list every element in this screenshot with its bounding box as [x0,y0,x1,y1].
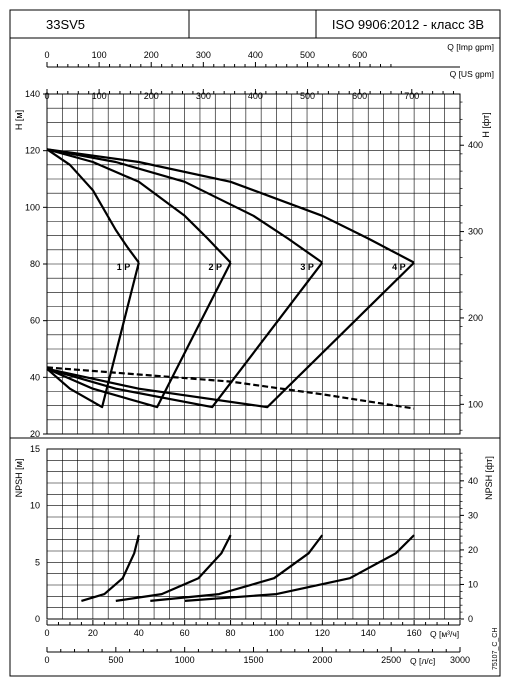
imp-tick-label: 200 [144,50,159,60]
npsh-curve [150,534,324,602]
power-curve [46,261,415,409]
us-tick-label: 200 [144,91,159,101]
head-curve [46,148,323,264]
head-ytick-label: 140 [25,89,40,99]
head-ytick-label: 20 [30,429,40,439]
head-plot: 20 40 60 80 100 120 140 100 200 300 400 1 P 2 P 3 P 4 … [25,89,483,439]
us-tick-label: 700 [404,91,419,101]
npsh-xlabel: Q [м³/ч] [430,629,459,639]
head-ytick-label: 120 [25,146,40,156]
imp-tick-label: 0 [44,50,49,60]
efficiency-curve [46,366,415,410]
m3h-tick-label: 160 [407,628,422,638]
power-curve [46,261,324,409]
npsh-ytick-label: 5 [35,557,40,567]
head-ylabel: H [м] [14,110,24,130]
ls-tick-label: 0 [44,655,49,665]
x-top-us-label: Q [US gpm] [450,69,494,79]
m3h-tick-label: 40 [134,628,144,638]
m3h-tick-label: 0 [44,628,49,638]
header: 33SV5 ISO 9906:2012 - класс 3B [9,9,501,39]
model-label: 33SV5 [46,17,85,32]
us-tick-label: 400 [248,91,263,101]
npsh-ytick-right-label: 0 [468,614,473,624]
head-ytick-label: 80 [30,259,40,269]
head-ylabel-right: H [фт] [481,112,491,137]
head-curve [46,148,232,264]
m3h-tick-label: 20 [88,628,98,638]
x-top-imp-label: Q [Imp gpm] [447,42,494,52]
ls-tick-label: 3000 [450,655,470,665]
ls-tick-label: 2500 [381,655,401,665]
npsh-plot: 0 5 10 15 0 10 20 30 40 0 20 40 60 80 100 120 140 160 0 500… [30,444,478,665]
head-ytick-right-label: 300 [468,227,483,237]
head-ytick-label: 60 [30,316,40,326]
npsh-ytick-right-label: 20 [468,545,478,555]
ls-tick-label: 1000 [175,655,195,665]
head-curve-label: 4 P [392,262,406,272]
imp-tick-label: 100 [92,50,107,60]
npsh-x2label: Q [л/с] [410,656,435,666]
npsh-ytick-right-label: 30 [468,510,478,520]
us-tick-label: 600 [352,91,367,101]
npsh-ytick-label: 15 [30,444,40,454]
head-ytick-label: 40 [30,372,40,382]
power-curve [46,262,232,409]
npsh-ylabel-right: NPSH [фт] [484,456,494,500]
head-curve [46,148,415,264]
m3h-tick-label: 100 [269,628,284,638]
head-ytick-right-label: 100 [468,399,483,409]
imp-tick-label: 300 [196,50,211,60]
power-curve [46,262,140,409]
ls-tick-label: 1500 [243,655,263,665]
head-curve-label: 2 P [209,262,223,272]
npsh-ytick-right-label: 10 [468,579,478,589]
footer-code: 75107_C_CH [492,628,499,670]
us-tick-label: 500 [300,91,315,101]
imp-tick-label: 400 [248,50,263,60]
ls-tick-label: 2000 [312,655,332,665]
m3h-tick-label: 120 [315,628,330,638]
ls-tick-label: 500 [108,655,123,665]
head-ytick-right-label: 400 [468,140,483,150]
head-curve-label: 1 P [117,262,131,272]
imp-tick-label: 600 [352,50,367,60]
npsh-curve [115,534,232,602]
m3h-tick-label: 80 [226,628,236,638]
us-tick-label: 300 [196,91,211,101]
head-ytick-label: 100 [25,202,40,212]
npsh-ytick-label: 10 [30,501,40,511]
npsh-ytick-label: 0 [35,614,40,624]
m3h-tick-label: 60 [180,628,190,638]
npsh-plot-area [46,448,461,620]
npsh-plot-frame [9,437,501,677]
imp-tick-label: 500 [300,50,315,60]
npsh-ylabel: NPSH [м] [14,459,24,498]
npsh-curve [184,534,415,602]
npsh-curve [81,534,140,602]
m3h-tick-label: 140 [361,628,376,638]
us-tick-label: 100 [92,91,107,101]
npsh-ytick-right-label: 40 [468,476,478,486]
head-ytick-right-label: 200 [468,313,483,323]
head-curve-label: 3 P [300,262,314,272]
head-curve [46,148,140,264]
standard-label: ISO 9906:2012 - класс 3B [332,17,484,32]
